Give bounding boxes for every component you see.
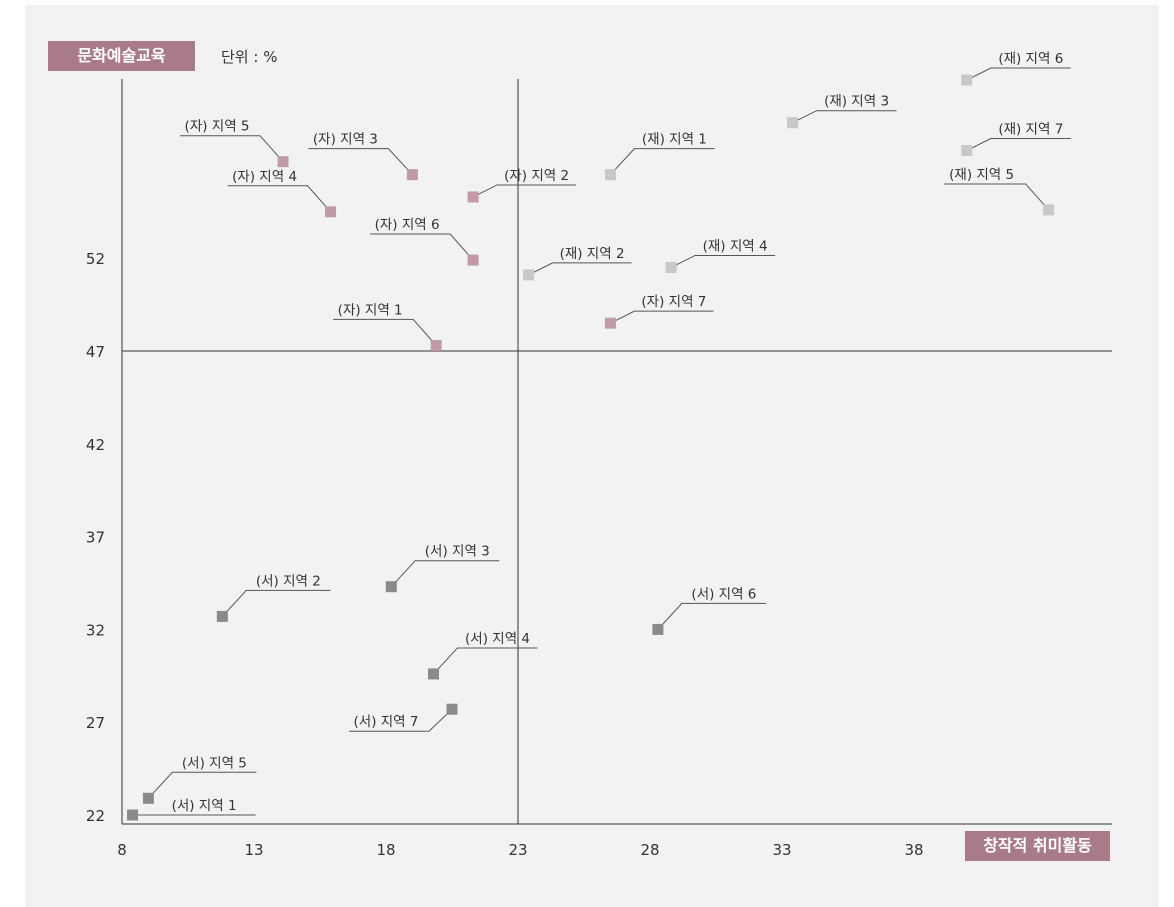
data-point-marker [216, 610, 228, 622]
point-label: (자) 지역 6 [375, 217, 440, 233]
data-point-marker [961, 145, 973, 157]
point-label: (재) 지역 2 [560, 246, 625, 262]
leader-line [657, 602, 766, 630]
leader-line [333, 318, 437, 346]
y-tick-label: 27 [86, 714, 105, 732]
x-tick-label: 28 [640, 841, 659, 859]
data-point-marker [665, 261, 677, 273]
leader-line [227, 185, 331, 213]
x-axis-title-badge: 창작적 취미활동 [965, 831, 1110, 861]
x-tick-label: 23 [508, 841, 527, 859]
point-label: (자) 지역 2 [504, 168, 569, 184]
data-point-marker [385, 581, 397, 593]
x-tick-label: 8 [117, 841, 127, 859]
leader-line [528, 262, 632, 276]
leader-line [308, 148, 413, 176]
point-label: (자) 지역 7 [641, 294, 706, 310]
leader-line [472, 184, 577, 198]
point-label: (서) 지역 1 [172, 798, 237, 814]
x-tick-label: 18 [376, 841, 395, 859]
point-label: (서) 지역 3 [425, 544, 490, 560]
data-point-marker [787, 117, 799, 129]
y-tick-label: 52 [86, 250, 105, 268]
leader-line [148, 771, 257, 799]
data-point-marker [652, 623, 664, 635]
data-point-marker [1043, 204, 1055, 216]
y-tick-label: 37 [86, 529, 105, 547]
y-tick-label: 32 [86, 621, 105, 639]
point-label: (재) 지역 5 [949, 167, 1014, 183]
point-label: (서) 지역 2 [256, 573, 321, 589]
data-point-marker [604, 317, 616, 329]
point-label: (자) 지역 3 [313, 132, 378, 148]
x-tick-label: 38 [904, 841, 923, 859]
leader-line [610, 148, 715, 176]
leader-line [433, 647, 538, 675]
leader-line [966, 67, 1071, 81]
data-point-marker [430, 339, 442, 351]
leader-line [180, 135, 284, 163]
point-label: (서) 지역 6 [691, 586, 756, 602]
point-label: (서) 지역 5 [182, 755, 247, 771]
data-point-marker [961, 74, 973, 86]
x-tick-label: 33 [772, 841, 791, 859]
point-label: (재) 지역 1 [642, 132, 707, 148]
data-point-marker [428, 668, 440, 680]
point-label: (자) 지역 4 [232, 169, 297, 185]
point-label: (재) 지역 7 [998, 122, 1063, 138]
data-point-marker [127, 809, 139, 821]
point-label: (서) 지역 7 [354, 714, 419, 730]
y-axis-title-badge: 문화예술교육 [48, 41, 195, 71]
y-tick-label: 47 [86, 343, 105, 361]
leader-line [221, 589, 331, 617]
y-tick-label: 22 [86, 807, 105, 825]
leader-line [943, 183, 1050, 211]
leader-line [610, 310, 714, 324]
data-point-marker [604, 169, 616, 181]
data-point-marker [446, 703, 458, 715]
y-tick-label: 42 [86, 436, 105, 454]
data-point-marker [325, 206, 337, 218]
chart-panel: 문화예술교육 단위 : % 창작적 취미활동 8 13 18 23 28 33 38 22 27… [25, 5, 1159, 907]
leader-line [792, 110, 897, 124]
leader-line [390, 560, 500, 588]
data-point-marker [142, 792, 154, 804]
point-label: (서) 지역 4 [465, 631, 530, 647]
point-label: (재) 지역 4 [703, 238, 768, 254]
data-point-marker [406, 169, 418, 181]
x-tick-label: 13 [244, 841, 263, 859]
unit-label: 단위 : % [221, 48, 278, 66]
point-label: (자) 지역 5 [185, 119, 250, 135]
data-point-marker [523, 269, 535, 281]
data-point-marker [467, 254, 479, 266]
data-point-marker [277, 156, 289, 168]
point-label: (자) 지역 1 [338, 302, 403, 318]
leader-line [670, 254, 776, 268]
leader-line [966, 138, 1071, 151]
data-point-marker [467, 191, 479, 203]
leader-line [370, 233, 474, 261]
point-label: (재) 지역 3 [824, 94, 889, 110]
scatter-plot: 8 13 18 23 28 33 38 22 27 32 37 42 47 52 (자) 지역 1 (자) 지… [86, 51, 1112, 859]
leader-line [349, 708, 453, 732]
point-label: (재) 지역 6 [998, 51, 1063, 67]
